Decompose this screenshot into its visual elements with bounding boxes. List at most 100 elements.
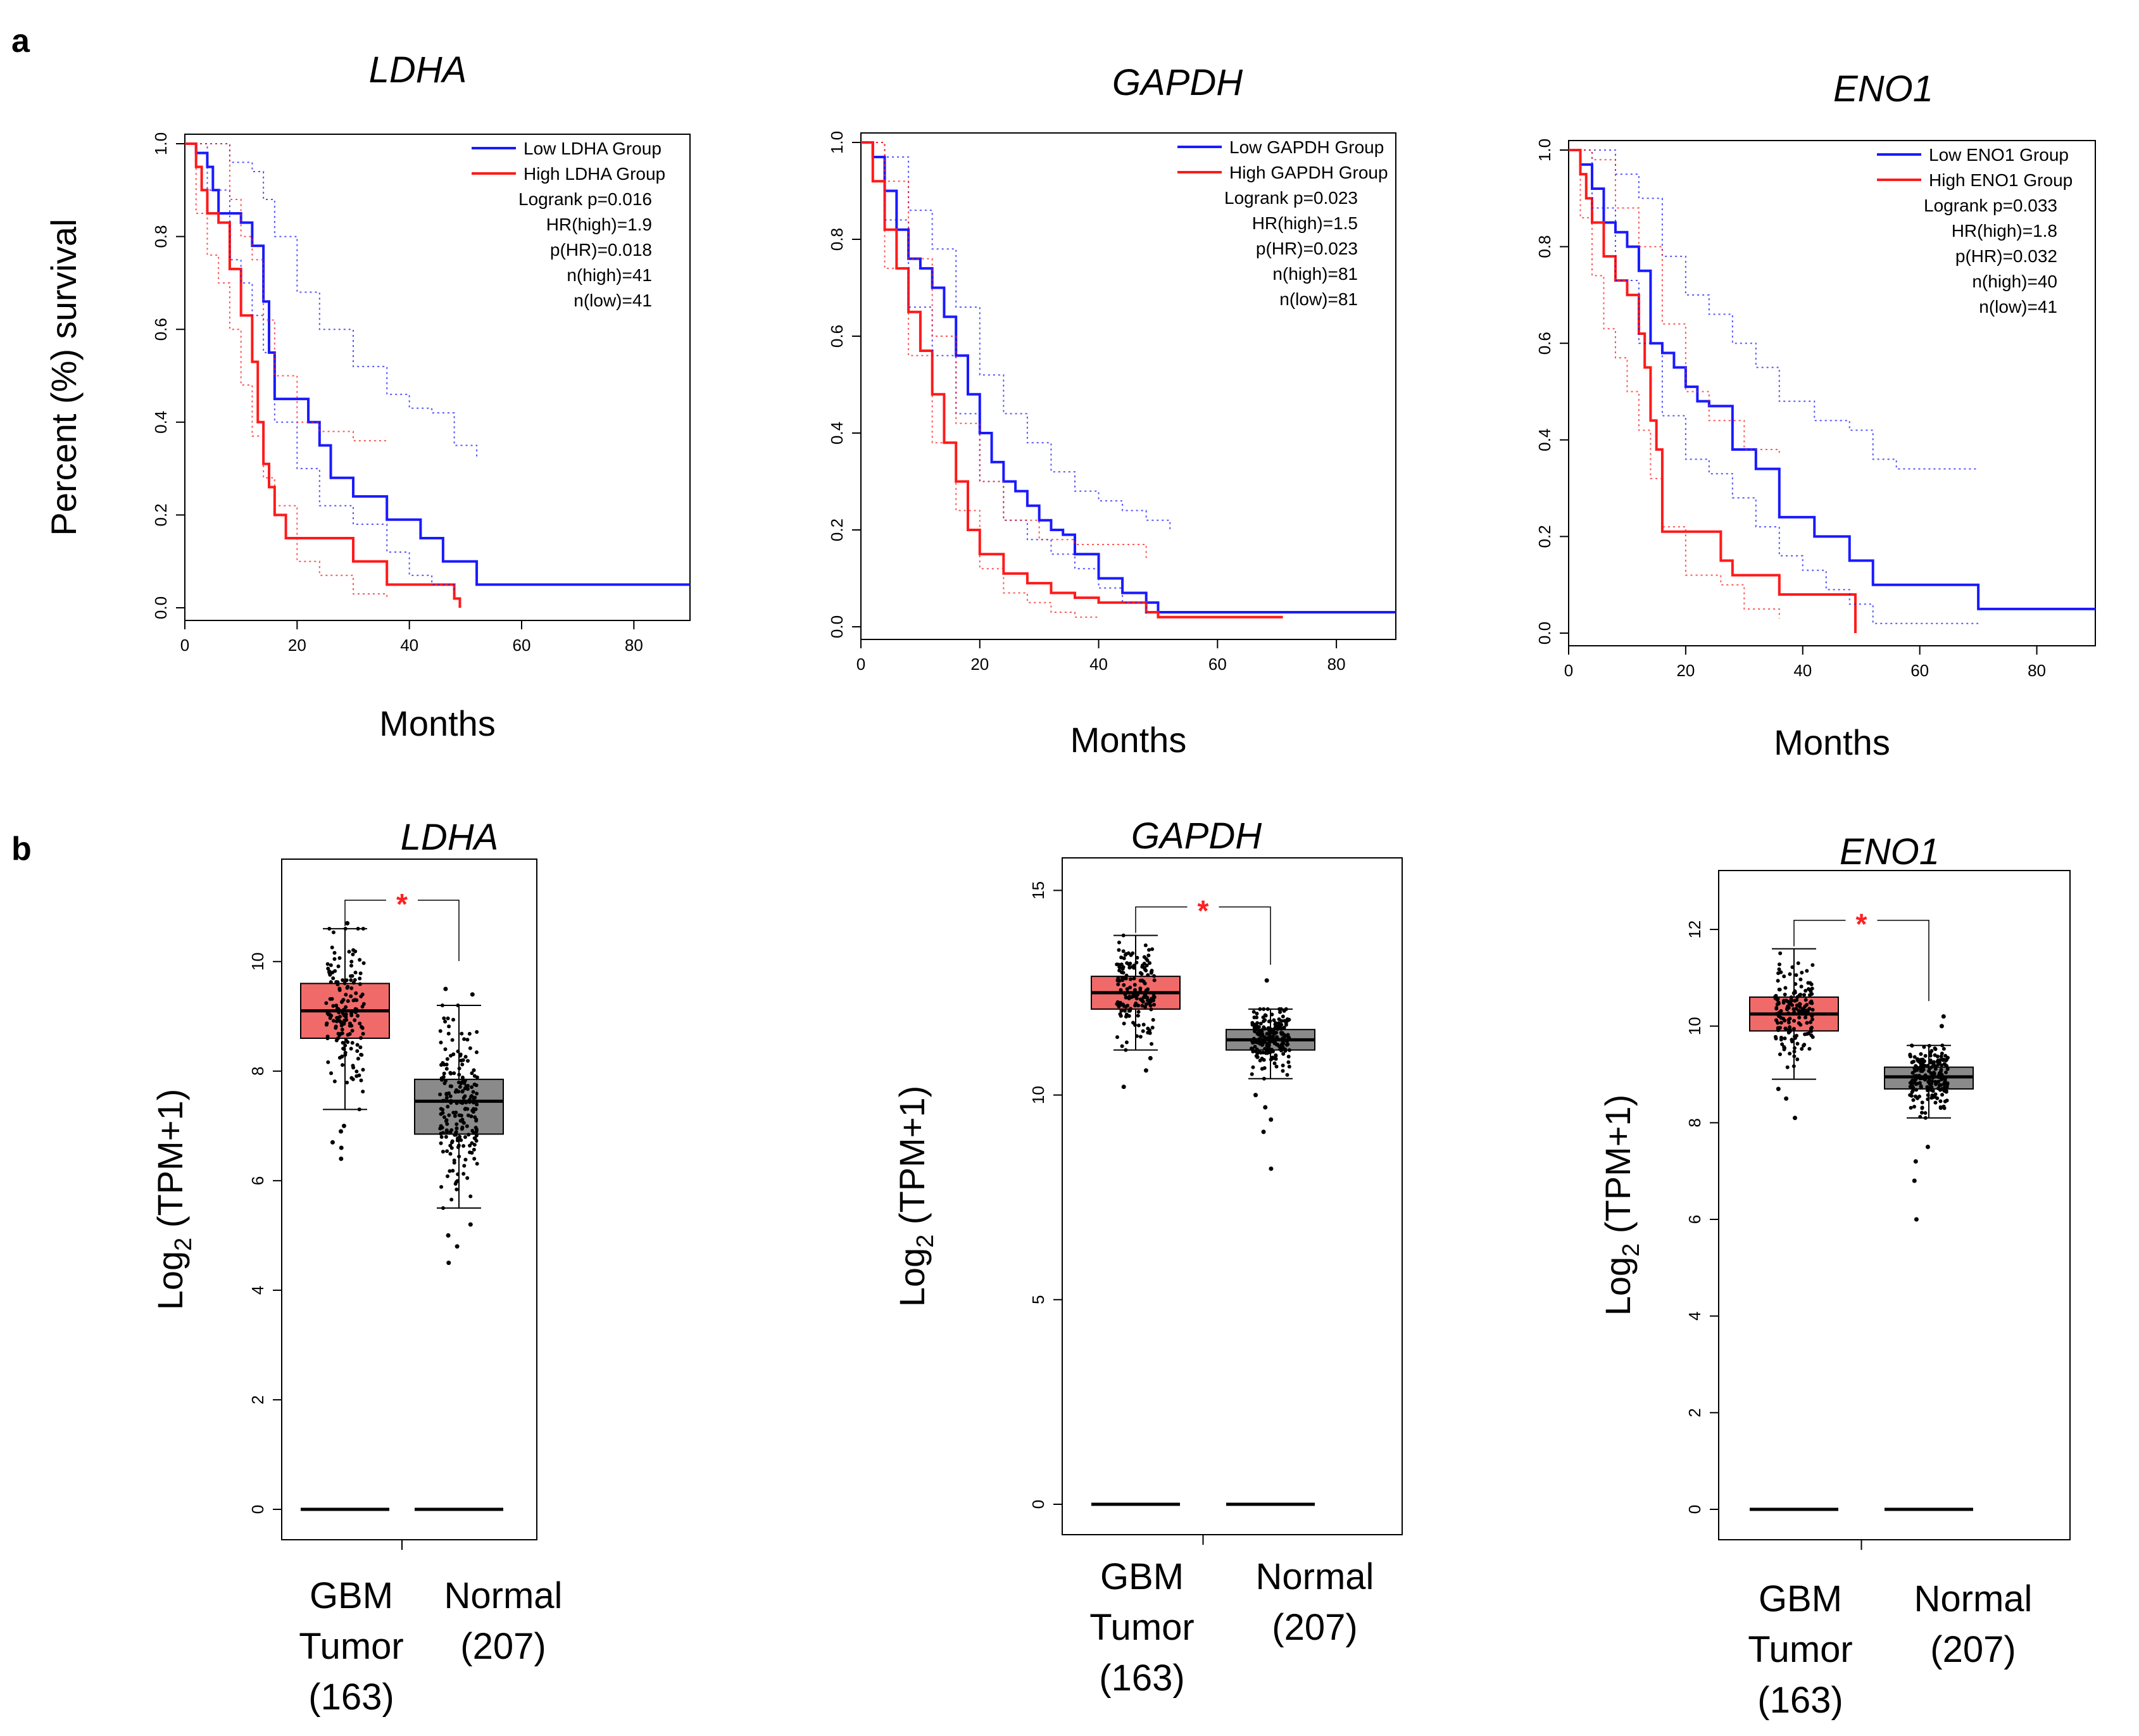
data-point	[467, 1031, 472, 1036]
data-point	[463, 1135, 467, 1139]
data-point	[1788, 1052, 1792, 1056]
data-point	[360, 992, 365, 997]
km-title: LDHA	[369, 49, 467, 91]
data-point	[344, 1038, 349, 1043]
data-point	[1277, 1017, 1281, 1021]
data-point	[1788, 1025, 1792, 1029]
data-point	[442, 1081, 447, 1086]
data-point	[329, 963, 333, 967]
outlier-point	[1784, 1096, 1789, 1101]
data-point	[1150, 969, 1154, 973]
data-point	[1269, 1057, 1273, 1062]
data-point	[1262, 1025, 1266, 1029]
data-point	[1935, 1096, 1940, 1100]
data-point	[1122, 983, 1126, 987]
data-point	[455, 1179, 460, 1183]
data-point	[1798, 978, 1803, 982]
data-point	[1117, 979, 1122, 983]
outlier-point	[339, 1129, 344, 1134]
data-point	[1777, 967, 1781, 971]
data-point	[1785, 1007, 1790, 1012]
x-tick-label: 40	[400, 636, 418, 655]
stat-text: HR(high)=1.9	[546, 215, 652, 234]
legend-entry: Low LDHA Group	[524, 139, 662, 158]
data-point	[1792, 1010, 1797, 1014]
y-label-sub: 2	[912, 1235, 939, 1248]
data-point	[1937, 1071, 1941, 1076]
y-label-rest: (TPM+1)	[1598, 1095, 1638, 1243]
outlier-point	[341, 1123, 346, 1128]
data-point	[445, 1149, 449, 1154]
data-point	[358, 1021, 362, 1026]
data-point	[1146, 953, 1151, 958]
data-point	[1253, 1045, 1257, 1049]
normal-category-label: (207)	[1272, 1607, 1357, 1648]
data-point	[1927, 1077, 1931, 1081]
data-point	[1783, 1026, 1788, 1031]
data-point	[1267, 1028, 1271, 1033]
high-group-line	[1569, 149, 1857, 633]
data-point	[337, 956, 342, 960]
y-tick-label: 1.0	[827, 131, 846, 154]
data-point	[1279, 1007, 1283, 1011]
ci-line	[861, 142, 1171, 530]
data-point	[332, 1079, 337, 1083]
data-point	[1121, 949, 1126, 953]
data-point	[455, 1101, 459, 1105]
data-point	[1786, 1011, 1790, 1016]
data-point	[1138, 1035, 1143, 1039]
data-point	[1938, 1099, 1943, 1104]
data-point	[1926, 1097, 1930, 1102]
y-tick-label: 10	[248, 952, 267, 971]
data-point	[1270, 1035, 1274, 1040]
data-point	[339, 1023, 344, 1028]
data-point	[1122, 1009, 1127, 1013]
x-axis-label: Months	[1070, 720, 1187, 760]
data-point	[1142, 955, 1146, 959]
outlier-point	[1263, 1105, 1268, 1110]
data-point	[1140, 1003, 1145, 1008]
box-title: LDHA	[401, 817, 499, 858]
data-point	[1774, 1012, 1779, 1016]
data-point	[460, 1125, 465, 1129]
data-point	[1274, 1054, 1278, 1058]
data-point	[445, 1057, 449, 1061]
data-point	[1255, 1021, 1260, 1025]
data-point	[1287, 1064, 1291, 1069]
data-point	[1788, 1016, 1792, 1021]
x-tick-label: 60	[513, 636, 531, 655]
data-point	[1271, 1028, 1276, 1033]
stat-text: n(high)=81	[1272, 264, 1358, 284]
data-point	[451, 1017, 456, 1022]
data-point	[1152, 974, 1157, 978]
data-point	[349, 994, 353, 998]
low-group-line	[861, 141, 1396, 614]
data-point	[1943, 1059, 1948, 1063]
data-point	[457, 1066, 461, 1071]
data-point	[1931, 1089, 1935, 1093]
data-point	[1791, 1026, 1796, 1031]
data-point	[1910, 1071, 1915, 1075]
data-point	[1115, 962, 1119, 967]
data-point	[1150, 1026, 1155, 1030]
ci-line	[861, 142, 1099, 618]
data-point	[1252, 1026, 1257, 1030]
y-tick-label: 2	[1685, 1408, 1704, 1417]
data-point	[471, 1110, 475, 1114]
data-point	[1805, 1021, 1809, 1025]
outlier-point	[1793, 1116, 1798, 1121]
data-point	[475, 1102, 479, 1107]
x-axis-label: Months	[379, 703, 496, 743]
data-point	[1262, 1076, 1266, 1081]
y-label-main: Log	[892, 1248, 932, 1307]
y-tick-label: 1.0	[1535, 139, 1554, 161]
data-point	[1939, 1076, 1943, 1081]
data-point	[1776, 979, 1780, 983]
data-point	[467, 1133, 471, 1137]
y-tick-label: 15	[1029, 881, 1048, 900]
data-point	[472, 1068, 476, 1072]
data-point	[355, 1043, 360, 1047]
data-point	[446, 1104, 450, 1109]
data-point	[1139, 972, 1144, 976]
data-point	[340, 1054, 344, 1059]
